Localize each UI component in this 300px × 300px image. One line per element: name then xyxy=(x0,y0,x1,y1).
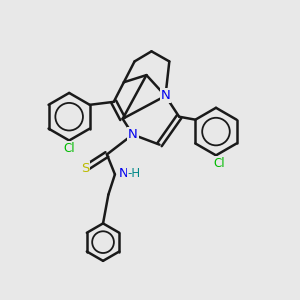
Text: S: S xyxy=(81,162,89,175)
Text: Cl: Cl xyxy=(63,142,75,155)
Text: N: N xyxy=(160,89,170,102)
Text: -H: -H xyxy=(128,167,141,180)
Text: N: N xyxy=(128,128,138,141)
Text: N: N xyxy=(118,167,128,180)
Text: Cl: Cl xyxy=(213,157,225,170)
